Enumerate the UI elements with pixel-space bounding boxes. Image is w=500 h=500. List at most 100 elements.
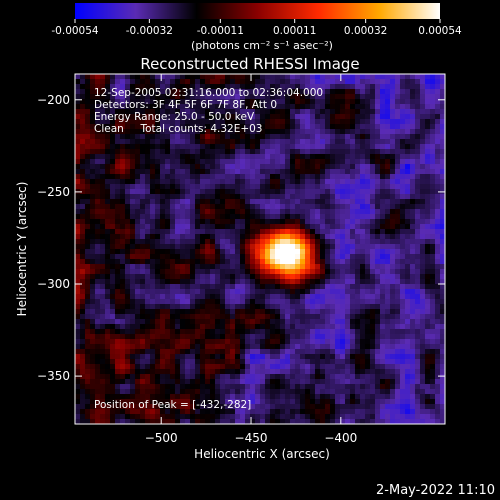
heatmap-cell <box>280 224 286 230</box>
heatmap-cell <box>140 359 146 365</box>
heatmap-cell <box>410 299 416 305</box>
heatmap-cell <box>90 364 96 370</box>
heatmap-cell <box>405 269 411 275</box>
heatmap-cell <box>270 364 276 370</box>
heatmap-cell <box>150 154 156 160</box>
heatmap-cell <box>355 279 361 285</box>
heatmap-cell <box>370 404 376 410</box>
heatmap-cell <box>310 109 316 115</box>
heatmap-cell <box>175 164 181 170</box>
heatmap-cell <box>385 174 391 180</box>
heatmap-cell <box>210 329 216 335</box>
heatmap-cell <box>300 109 306 115</box>
heatmap-cell <box>300 224 306 230</box>
heatmap-cell <box>310 119 316 125</box>
heatmap-cell <box>220 309 226 315</box>
heatmap-cell <box>135 214 141 220</box>
heatmap-cell <box>135 164 141 170</box>
heatmap-cell <box>240 344 246 350</box>
heatmap-cell <box>190 169 196 175</box>
heatmap-cell <box>100 384 106 390</box>
heatmap-cell <box>90 254 96 260</box>
heatmap-cell <box>385 239 391 245</box>
heatmap-cell <box>320 364 326 370</box>
heatmap-cell <box>315 259 321 265</box>
heatmap-cell <box>370 109 376 115</box>
heatmap-cell <box>415 159 421 165</box>
heatmap-cell <box>230 199 236 205</box>
heatmap-cell <box>325 404 331 410</box>
heatmap-cell <box>355 374 361 380</box>
heatmap-cell <box>315 379 321 385</box>
heatmap-cell <box>330 309 336 315</box>
heatmap-cell <box>315 124 321 130</box>
heatmap-cell <box>215 304 221 310</box>
heatmap-cell <box>305 289 311 295</box>
heatmap-cell <box>345 194 351 200</box>
heatmap-cell <box>125 344 131 350</box>
heatmap-cell <box>380 259 386 265</box>
heatmap-cell <box>110 119 116 125</box>
heatmap-cell <box>130 109 136 115</box>
heatmap-cell <box>440 184 445 190</box>
heatmap-cell <box>400 79 406 85</box>
heatmap-cell <box>425 344 431 350</box>
heatmap-cell <box>190 359 196 365</box>
heatmap-cell <box>115 94 121 100</box>
heatmap-cell <box>150 219 156 225</box>
heatmap-cell <box>240 99 246 105</box>
heatmap-cell <box>385 144 391 150</box>
heatmap-cell <box>110 194 116 200</box>
heatmap-cell <box>245 119 251 125</box>
heatmap-cell <box>415 129 421 135</box>
heatmap-cell <box>355 234 361 240</box>
heatmap-cell <box>390 244 396 250</box>
heatmap-cell <box>365 84 371 90</box>
heatmap-cell <box>365 189 371 195</box>
heatmap-cell <box>145 134 151 140</box>
heatmap-cell <box>215 379 221 385</box>
heatmap-cell <box>390 109 396 115</box>
heatmap-cell <box>180 324 186 330</box>
heatmap-cell <box>200 234 206 240</box>
heatmap-cell <box>265 99 271 105</box>
heatmap-cell <box>115 194 121 200</box>
heatmap-cell <box>145 144 151 150</box>
heatmap-cell <box>325 244 331 250</box>
heatmap-cell <box>410 384 416 390</box>
heatmap-cell <box>130 319 136 325</box>
heatmap-cell <box>300 384 306 390</box>
heatmap-cell <box>145 299 151 305</box>
heatmap-cell <box>390 104 396 110</box>
heatmap-cell <box>250 259 256 265</box>
heatmap-cell <box>290 354 296 360</box>
heatmap-cell <box>160 254 166 260</box>
heatmap-cell <box>80 254 86 260</box>
heatmap-cell <box>215 339 221 345</box>
heatmap-cell <box>315 264 321 270</box>
heatmap-cell <box>190 74 196 80</box>
heatmap-cell <box>215 249 221 255</box>
heatmap-cell <box>200 324 206 330</box>
heatmap-cell <box>435 279 441 285</box>
heatmap-cell <box>250 159 256 165</box>
heatmap-cell <box>165 104 171 110</box>
heatmap-cell <box>85 399 91 405</box>
heatmap-cell <box>195 229 201 235</box>
heatmap-cell <box>295 169 301 175</box>
heatmap-cell <box>110 409 116 415</box>
heatmap-cell <box>215 124 221 130</box>
heatmap-cell <box>135 99 141 105</box>
heatmap-cell <box>265 89 271 95</box>
heatmap-cell <box>155 229 161 235</box>
heatmap-cell <box>165 379 171 385</box>
heatmap-cell <box>375 329 381 335</box>
heatmap-cell <box>135 109 141 115</box>
heatmap-cell <box>100 244 106 250</box>
heatmap-cell <box>100 269 106 275</box>
heatmap-cell <box>255 89 261 95</box>
heatmap-cell <box>330 224 336 230</box>
heatmap-cell <box>115 289 121 295</box>
heatmap-cell <box>330 174 336 180</box>
heatmap-cell <box>100 404 106 410</box>
